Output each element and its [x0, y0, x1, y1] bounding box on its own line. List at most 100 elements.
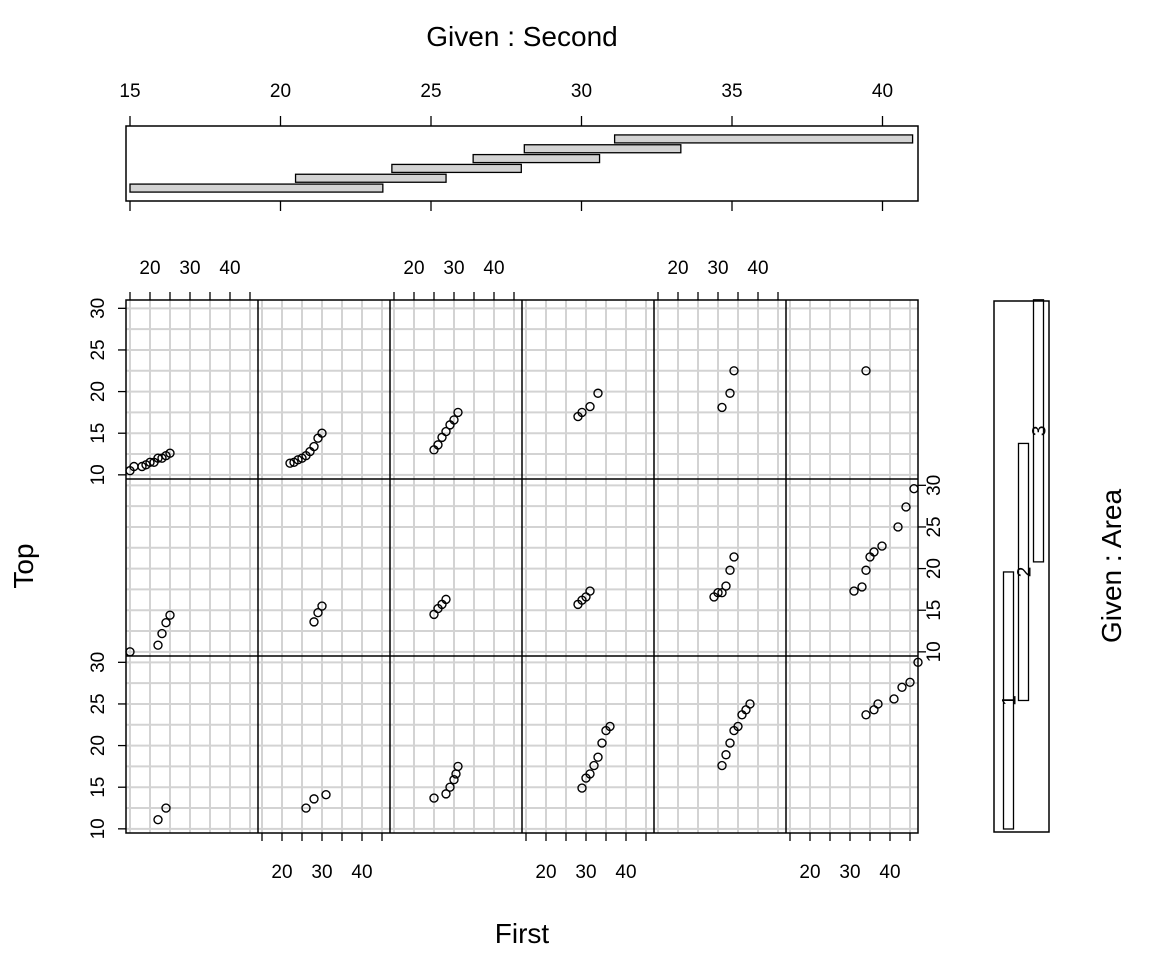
data-point: [593, 388, 603, 398]
data-point: [161, 803, 171, 813]
data-point: [725, 565, 735, 575]
y-tick-label: 25: [88, 339, 109, 360]
data-point: [605, 721, 615, 732]
x-axis-label: First: [495, 918, 550, 949]
given-second-interval-bar: [391, 163, 522, 174]
x-tick-label: 30: [443, 258, 464, 279]
given-second-tick-label: 25: [420, 81, 441, 102]
y-tick-label: 15: [88, 423, 109, 444]
data-point: [309, 794, 319, 804]
data-point: [597, 738, 607, 748]
data-point: [317, 428, 327, 438]
data-point: [441, 426, 451, 437]
given-second-interval-bar: [472, 153, 601, 164]
given-area-interval-bar: [1017, 442, 1030, 702]
data-point: [733, 721, 743, 732]
data-point: [309, 441, 319, 452]
data-point: [913, 657, 923, 668]
data-point: [585, 401, 595, 412]
given-second-tick-label: 15: [119, 81, 140, 102]
data-point: [713, 588, 723, 598]
data-point: [905, 677, 915, 688]
data-point: [153, 640, 163, 650]
given-area-tick-label: 3: [1030, 426, 1051, 437]
data-point: [873, 699, 883, 709]
y-tick-label: 15: [924, 600, 945, 621]
data-point: [301, 803, 311, 813]
data-point: [721, 581, 731, 591]
given-area-panel: 1 2 3: [993, 299, 1051, 833]
given-area-interval-bar: [1032, 299, 1045, 563]
data-point: [449, 775, 459, 785]
x-tick-label: 20: [667, 258, 688, 279]
data-point: [321, 790, 331, 800]
data-point: [153, 453, 163, 463]
x-tick-label: 20: [139, 258, 160, 279]
given-second-interval-bar: [613, 134, 914, 144]
data-point: [437, 432, 447, 443]
data-point: [285, 458, 295, 468]
data-point: [309, 617, 319, 627]
data-point: [165, 610, 175, 620]
given-second-interval-bar: [294, 173, 447, 183]
given-second-label: Given : Second: [426, 21, 617, 52]
given-area-frame: [993, 300, 1050, 833]
panel-axes: 20 30 40 20 30 40 20 30 40 20 30 40 20 30 40 20 30 40 10 15…: [88, 258, 945, 883]
data-point: [441, 594, 451, 605]
x-tick-label: 40: [483, 258, 504, 279]
panel-grid-lines: [126, 300, 918, 833]
data-point: [869, 547, 879, 557]
scatter-panels: [125, 299, 923, 834]
x-tick-label: 40: [615, 862, 636, 883]
given-area-tick-label: 1: [1000, 695, 1021, 706]
data-point: [577, 783, 587, 793]
given-area-interval-bar: [1002, 571, 1015, 830]
x-tick-label: 20: [271, 862, 292, 883]
data-point: [453, 761, 463, 772]
data-point: [889, 694, 899, 704]
x-tick-label: 30: [311, 862, 332, 883]
data-point: [901, 502, 911, 512]
data-point: [577, 407, 587, 418]
x-tick-label: 40: [219, 258, 240, 279]
given-second-tick-label: 20: [270, 81, 291, 102]
data-point: [449, 415, 459, 425]
data-point: [725, 738, 735, 748]
data-point: [861, 710, 871, 720]
data-point: [861, 366, 871, 376]
data-point: [721, 750, 731, 760]
data-point: [717, 588, 727, 598]
x-tick-label: 40: [351, 862, 372, 883]
data-point: [157, 628, 167, 639]
x-tick-label: 20: [799, 862, 820, 883]
y-tick-label: 30: [88, 298, 109, 319]
data-point: [729, 552, 739, 562]
x-tick-label: 40: [747, 258, 768, 279]
data-point: [589, 760, 599, 771]
given-second-frame: [125, 125, 919, 202]
x-tick-label: 30: [179, 258, 200, 279]
y-tick-label: 20: [88, 735, 109, 756]
x-tick-label: 20: [535, 862, 556, 883]
given-second-panel: 15 20 25 30 35 40: [119, 81, 919, 211]
y-tick-label: 20: [924, 558, 945, 579]
given-second-tick-label: 30: [571, 81, 592, 102]
y-tick-label: 10: [88, 464, 109, 485]
given-area-tick-label: 2: [1015, 567, 1036, 578]
data-point: [165, 448, 175, 458]
data-point: [125, 647, 135, 657]
data-point: [877, 541, 887, 551]
data-point: [745, 699, 755, 709]
x-tick-label: 30: [575, 862, 596, 883]
data-point: [717, 760, 727, 771]
data-point: [593, 752, 603, 762]
data-point: [729, 366, 739, 376]
data-point: [153, 814, 163, 825]
data-point: [585, 586, 595, 596]
y-axis-label: Top: [8, 543, 39, 588]
data-point: [861, 565, 871, 575]
data-point: [909, 483, 919, 494]
data-point: [317, 601, 327, 611]
x-tick-label: 30: [839, 862, 860, 883]
data-point: [893, 522, 903, 532]
